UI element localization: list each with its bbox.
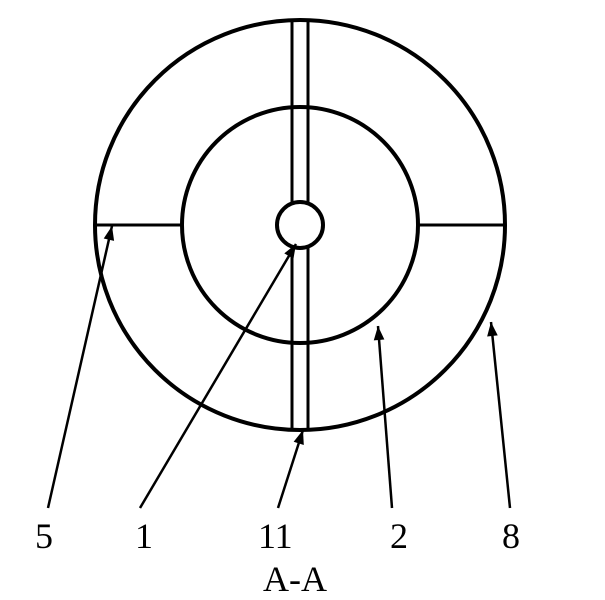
cross-section-diagram xyxy=(0,0,605,599)
label-2: 2 xyxy=(390,515,408,557)
label-8: 8 xyxy=(502,515,520,557)
label-5: 5 xyxy=(35,515,53,557)
section-label: A-A xyxy=(263,558,327,600)
label-11: 11 xyxy=(258,515,293,557)
label-1: 1 xyxy=(135,515,153,557)
diagram-container: 5 1 11 2 8 A-A xyxy=(0,0,605,599)
